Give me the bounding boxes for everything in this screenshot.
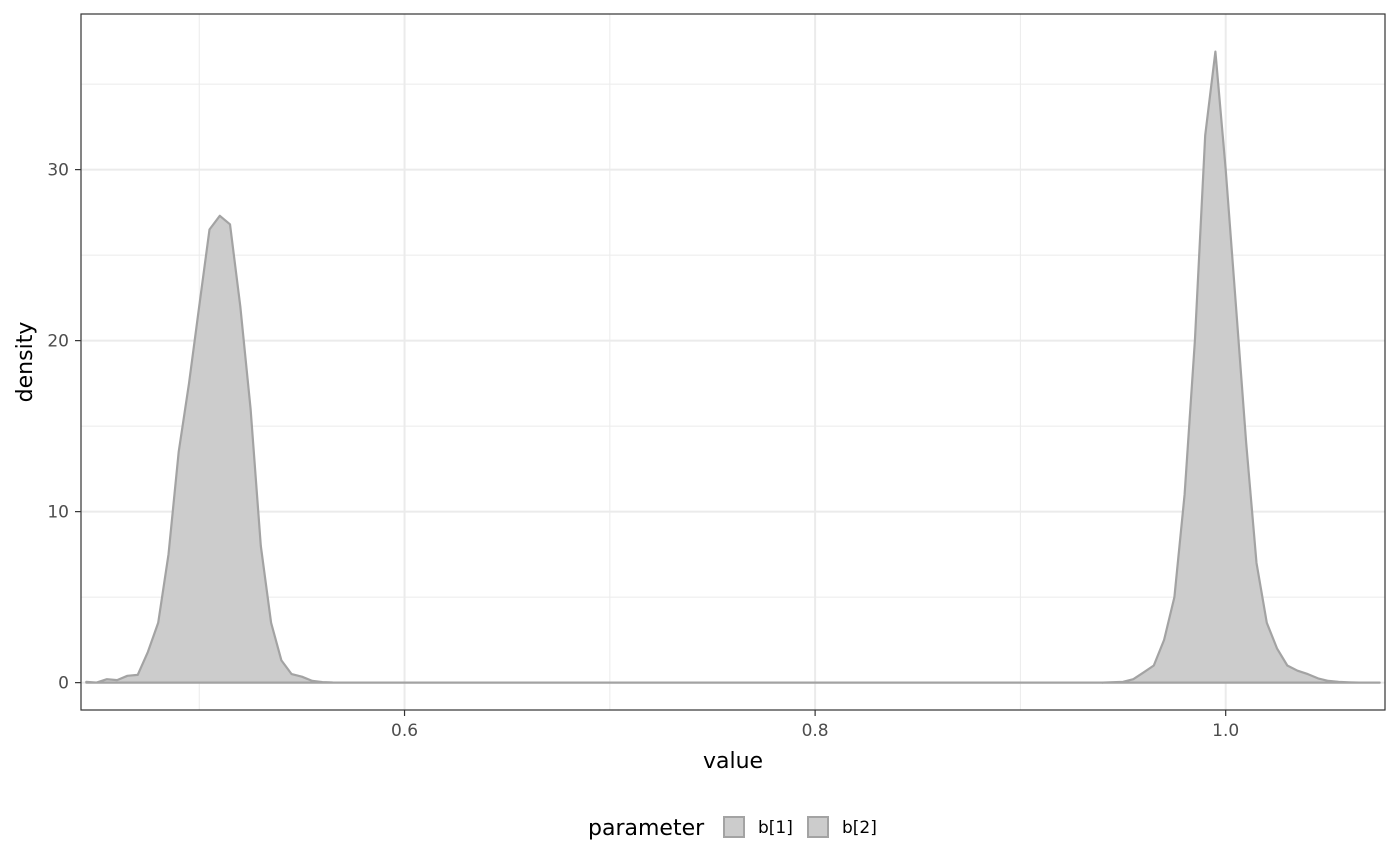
minor-gridlines: [81, 14, 1385, 710]
plot-panel-background: [81, 14, 1385, 710]
density-area-b1: [85, 214, 1104, 684]
y-tick-label-2: 20: [47, 332, 69, 352]
density-areas: [85, 50, 1381, 684]
y-tick-label-0: 0: [58, 674, 69, 694]
x-axis-title: value: [703, 749, 763, 774]
y-tick-label-3: 30: [47, 161, 69, 181]
legend-key-b2: [807, 816, 829, 838]
legend-key-b1: [723, 816, 745, 838]
y-tick-label-1: 10: [47, 503, 69, 523]
x-tick-label-1: 0.8: [802, 721, 829, 741]
legend: parameter b[1] b[2]: [588, 816, 877, 841]
legend-title: parameter: [588, 816, 705, 841]
y-axis-title: density: [13, 322, 38, 403]
density-area-b2: [1101, 50, 1381, 684]
legend-label-b2: b[2]: [842, 818, 877, 838]
x-axis: 0.6 0.8 1.0: [391, 710, 1239, 741]
legend-label-b1: b[1]: [758, 818, 793, 838]
x-tick-label-2: 1.0: [1212, 721, 1239, 741]
plot-panel-border: [80, 13, 1386, 711]
x-tick-label-0: 0.6: [391, 721, 418, 741]
y-axis: 0 10 20 30: [47, 161, 81, 694]
